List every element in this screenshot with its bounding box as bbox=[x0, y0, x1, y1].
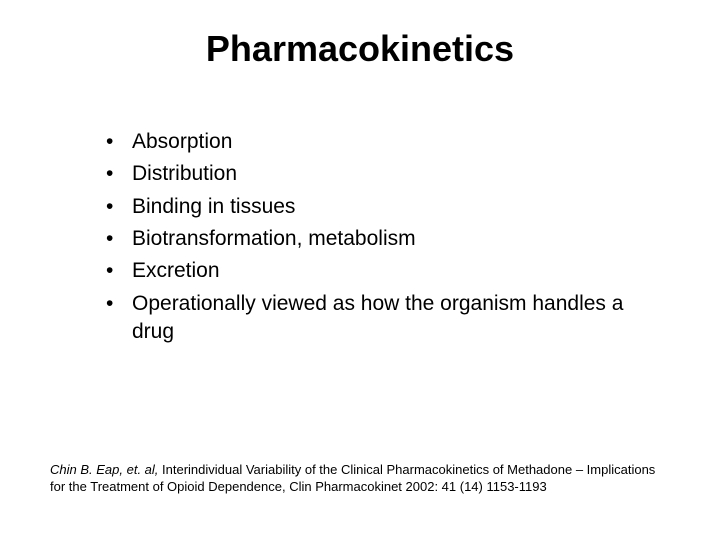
bullet-list: Absorption Distribution Binding in tissu… bbox=[50, 128, 670, 346]
bullet-text: Excretion bbox=[132, 259, 220, 282]
list-item: Binding in tissues bbox=[106, 193, 670, 221]
bullet-text: Distribution bbox=[132, 162, 237, 185]
bullet-text: Operationally viewed as how the organism… bbox=[132, 292, 623, 343]
bullet-text: Binding in tissues bbox=[132, 195, 295, 218]
slide: Pharmacokinetics Absorption Distribution… bbox=[0, 0, 720, 540]
citation: Chin B. Eap, et. al, Interindividual Var… bbox=[50, 462, 670, 496]
list-item: Absorption bbox=[106, 128, 670, 156]
slide-title: Pharmacokinetics bbox=[50, 28, 670, 70]
citation-author: Chin B. Eap, et. al, bbox=[50, 462, 158, 477]
list-item: Distribution bbox=[106, 160, 670, 188]
list-item: Biotransformation, metabolism bbox=[106, 225, 670, 253]
list-item: Operationally viewed as how the organism… bbox=[106, 290, 670, 347]
bullet-text: Biotransformation, metabolism bbox=[132, 227, 416, 250]
bullet-text: Absorption bbox=[132, 130, 232, 153]
list-item: Excretion bbox=[106, 257, 670, 285]
